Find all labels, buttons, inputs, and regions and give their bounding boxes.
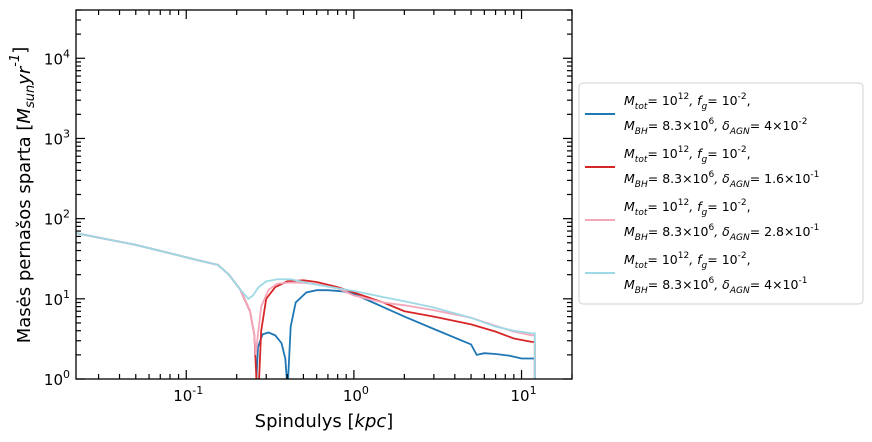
legend-label-1-line-2: MBH= 8.3×106, δAGN= 1.6×10-1 xyxy=(624,170,819,190)
plot-frame xyxy=(75,9,573,380)
x-axis-title: Spindulys [kpc] xyxy=(255,411,394,432)
y-axis-title: Masės pernašos sparta [Msunyr-1] xyxy=(8,47,38,344)
series-1-line-segment-1 xyxy=(258,279,536,380)
x-tick-label-2: 101 xyxy=(510,384,536,405)
x-tick-label-1: 100 xyxy=(343,384,369,405)
series-3-line-segment-0 xyxy=(75,232,536,379)
axis-tick-labels: 10-1 100 101 100 101 102 103 104 xyxy=(44,47,537,405)
legend-label-2-line-1: Mtot= 1012, fg= 10-2, xyxy=(624,198,751,218)
series-0-line-segment-0 xyxy=(75,232,251,312)
legend-label-0-line-2: MBH= 8.3×106, δAGN= 4×10-2 xyxy=(624,117,807,137)
series-0-line-segment-1 xyxy=(255,331,288,380)
x-tick-label-0: 10-1 xyxy=(173,384,203,405)
legend-entry-1: Mtot= 1012, fg= 10-2, MBH= 8.3×106, δAGN=… xyxy=(585,145,819,190)
legend-label-0-line-1: Mtot= 1012, fg= 10-2, xyxy=(624,92,751,112)
legend-label-2-line-2: MBH= 8.3×106, δAGN= 2.8×10-1 xyxy=(624,223,819,243)
legend-entry-0: Mtot= 1012, fg= 10-2, MBH= 8.3×106, δAGN=… xyxy=(585,92,807,137)
legend-label-3-line-1: Mtot= 1012, fg= 10-2, xyxy=(624,251,751,271)
series-1-line-segment-0 xyxy=(75,232,258,380)
series-2-line-segment-0 xyxy=(75,232,536,379)
legend: Mtot= 1012, fg= 10-2, MBH= 8.3×106, δAGN=… xyxy=(578,82,864,305)
series-0-line-segment-2 xyxy=(287,289,536,380)
y-tick-label-0: 100 xyxy=(44,368,70,389)
y-tick-label-1: 101 xyxy=(44,288,70,309)
legend-entry-3: Mtot= 1012, fg= 10-2, MBH= 8.3×106, δAGN=… xyxy=(585,251,807,296)
legend-label-3-line-2: MBH= 8.3×106, δAGN= 4×10-1 xyxy=(624,276,807,296)
y-tick-label-3: 103 xyxy=(44,127,70,148)
y-tick-label-2: 102 xyxy=(44,208,70,229)
axis-ticks xyxy=(76,9,573,380)
legend-label-1-line-1: Mtot= 1012, fg= 10-2, xyxy=(624,145,751,165)
y-tick-label-4: 104 xyxy=(44,47,70,68)
legend-box xyxy=(578,82,864,305)
plot-lines xyxy=(75,232,536,380)
legend-entry-2: Mtot= 1012, fg= 10-2, MBH= 8.3×106, δAGN=… xyxy=(585,198,819,243)
